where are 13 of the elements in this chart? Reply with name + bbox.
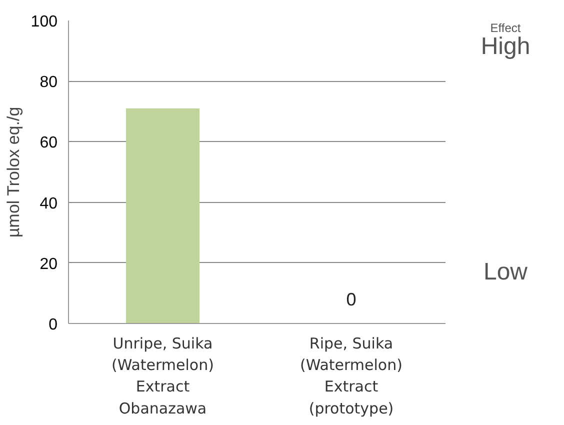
y-tick-label: 80 <box>40 74 58 92</box>
y-tick-label: 40 <box>40 195 58 212</box>
y-tick-label: 0 <box>48 316 58 334</box>
x-tick-label: Unripe, Suika (Watermelon) Extract Obanazawa <box>112 334 214 418</box>
text: Low <box>483 258 528 286</box>
text: Effect <box>490 21 522 36</box>
y-tick-label: 20 <box>40 256 58 273</box>
y-tick-label: 100 <box>30 14 58 30</box>
y-tick-label: 60 <box>40 134 58 152</box>
text: High <box>480 32 530 60</box>
y-axis-title: µmol Trolox eq./g <box>4 106 23 238</box>
x-tick-label: Ripe, Suika (Watermelon) Extract (prototype) <box>300 334 402 418</box>
data-label: 0 <box>346 289 356 310</box>
